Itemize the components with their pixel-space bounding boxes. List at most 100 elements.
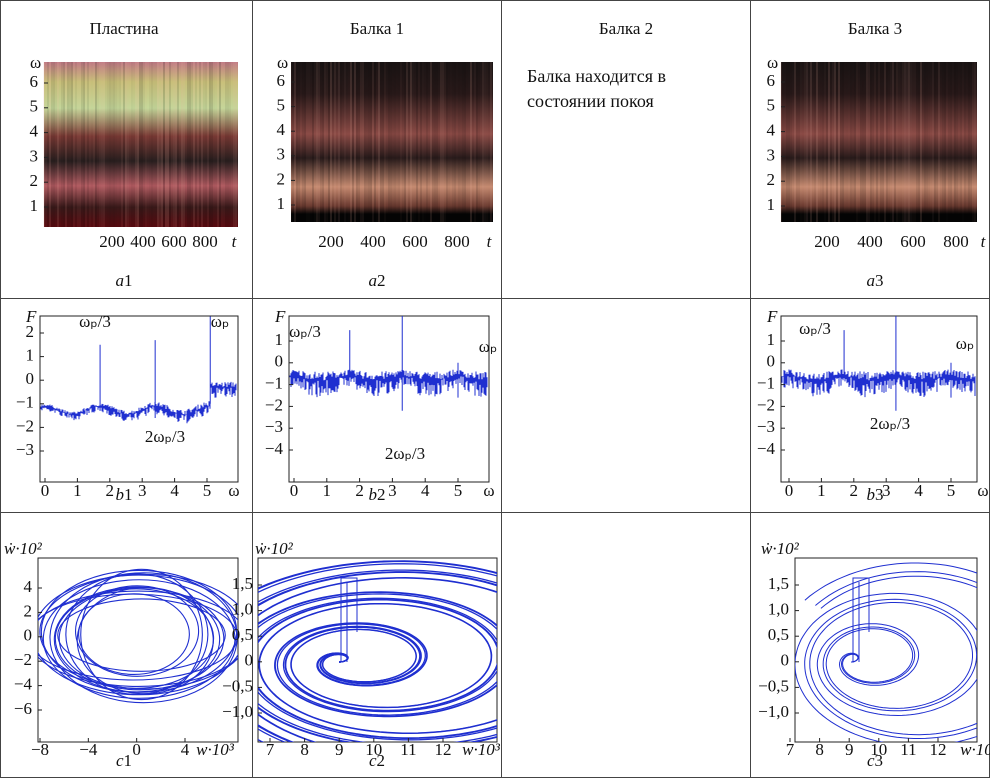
y-tick-label: 0 [781, 651, 790, 670]
y-tick-label: −4 [14, 675, 33, 694]
y-tick-label: 5 [767, 96, 776, 115]
x-axis-label: w·10³ [462, 740, 501, 759]
x-tick-label: 0 [785, 481, 794, 500]
x-tick-label: 200 [318, 232, 344, 251]
caption-index: 2 [377, 485, 386, 504]
caption-index: 1 [124, 751, 133, 770]
x-tick-label: 10 [870, 740, 887, 759]
caption-letter: b [867, 485, 876, 504]
orbit [58, 588, 215, 689]
y-tick-label: −2 [757, 395, 775, 414]
x-tick-label: 0 [290, 481, 299, 500]
y-tick-label: 1,5 [232, 574, 253, 593]
x-axis-label: ω [228, 481, 239, 500]
note: Балка находится в состоянии покоя [527, 66, 666, 111]
y-tick-label: −2 [14, 650, 32, 669]
caption-letter: a [369, 271, 378, 290]
x-tick-label: 9 [845, 740, 854, 759]
x-tick-label: 600 [900, 232, 926, 251]
x-tick-label: 4 [170, 481, 179, 500]
x-tick-label: 400 [360, 232, 386, 251]
y-tick-label: 2 [26, 322, 35, 341]
transient [852, 577, 870, 662]
y-tick-label: 0 [767, 352, 776, 371]
x-tick-label: −8 [31, 740, 49, 759]
column-header: Пластина [89, 19, 158, 38]
y-axis-label: F [25, 307, 37, 326]
x-tick-label: 0 [132, 740, 141, 759]
spectrogram [781, 62, 977, 222]
spectrogram [291, 62, 493, 222]
orbit [40, 569, 238, 693]
caption-letter: c [116, 751, 124, 770]
y-tick-label: 3 [30, 146, 39, 165]
y-tick-label: 2 [30, 171, 39, 190]
annotation: ωₚ [211, 312, 229, 331]
orbit [38, 574, 238, 696]
annotation: ωₚ [956, 334, 974, 353]
x-tick-label: 12 [930, 740, 947, 759]
y-tick-label: −3 [265, 417, 283, 436]
spectrum-curve [40, 316, 237, 424]
x-tick-label: 2 [355, 481, 364, 500]
y-tick-label: −6 [14, 699, 32, 718]
y-tick-label: 0 [24, 626, 33, 645]
x-tick-label: 5 [454, 481, 463, 500]
y-axis-label: ω [30, 53, 41, 72]
y-tick-label: −1,0 [758, 702, 789, 721]
y-tick-label: 4 [767, 121, 776, 140]
y-tick-label: 0 [275, 352, 284, 371]
y-tick-label: 0 [26, 369, 35, 388]
orbit [80, 568, 203, 701]
annotation: ωₚ/3 [289, 322, 321, 341]
x-tick-label: 11 [400, 740, 416, 759]
orbit [258, 569, 497, 742]
orbit [74, 585, 200, 677]
x-tick-label: 800 [192, 232, 218, 251]
y-tick-label: −2 [16, 416, 34, 435]
x-tick-label: −4 [79, 740, 98, 759]
y-tick-label: 6 [767, 71, 776, 90]
caption-letter: c [867, 751, 875, 770]
y-tick-label: 6 [277, 71, 286, 90]
y-tick-label: 4 [30, 122, 39, 141]
caption-index: 2 [377, 751, 386, 770]
caption-index: 1 [124, 271, 133, 290]
caption-letter: b [369, 485, 378, 504]
caption-index: 2 [377, 271, 386, 290]
x-tick-label: 4 [914, 481, 923, 500]
x-tick-label: 2 [850, 481, 859, 500]
x-axis-label: t [981, 232, 987, 251]
x-tick-label: 0 [41, 481, 50, 500]
orbit [49, 572, 238, 704]
plot-frame [288, 315, 490, 483]
y-tick-label: 2 [277, 169, 286, 188]
y-tick-label: −1 [265, 374, 283, 393]
spectrogram [44, 62, 238, 227]
annotation: ωₚ/3 [79, 312, 111, 331]
y-tick-label: 3 [277, 145, 286, 164]
column-header: Балка 2 [599, 19, 653, 38]
y-tick-label: 0,5 [232, 625, 253, 644]
portrait [38, 568, 238, 704]
x-tick-label: 800 [444, 232, 470, 251]
y-tick-label: 6 [30, 72, 39, 91]
y-tick-label: 3 [767, 145, 776, 164]
y-tick-label: 5 [277, 96, 286, 115]
column-header: Балка 3 [848, 19, 902, 38]
orbit [258, 577, 497, 742]
y-axis-label: F [766, 307, 778, 326]
portrait [258, 560, 497, 742]
y-axis-label: ẇ·10² [4, 539, 43, 558]
caption-index: 3 [875, 271, 884, 290]
plot-frame [794, 557, 978, 743]
y-tick-label: −1 [757, 374, 775, 393]
x-tick-label: 7 [786, 740, 795, 759]
x-tick-label: 3 [882, 481, 891, 500]
caption-index: 3 [875, 751, 884, 770]
